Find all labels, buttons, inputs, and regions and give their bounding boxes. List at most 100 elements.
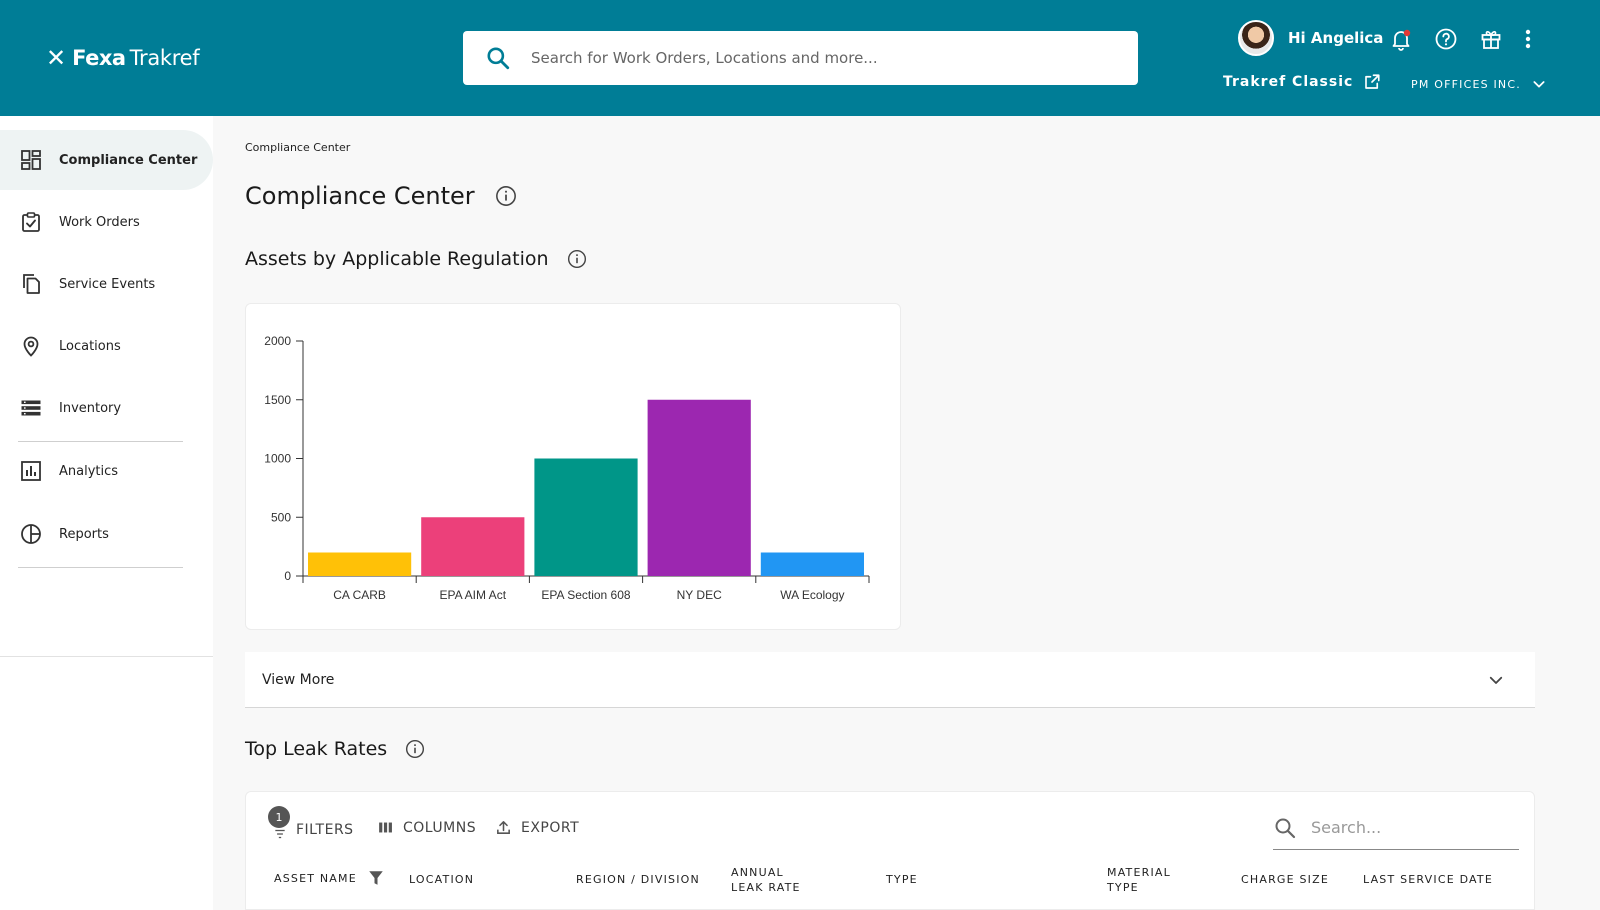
section-title-row: Top Leak Rates [245,738,425,760]
bar-epa-aim-act [421,517,525,576]
column-header-annual-leak-rate[interactable]: ANNUAL LEAK RATE [731,865,801,895]
column-header-asset-name[interactable]: ASSET NAME [274,868,385,888]
column-header-charge-size[interactable]: CHARGE SIZE [1241,873,1330,886]
pie-icon [21,524,41,544]
logo-text-bold: Fexa [72,46,126,70]
bar-ny-dec [647,399,751,576]
user-greeting: Hi Angelica [1288,29,1384,47]
sidebar-footer [0,656,213,910]
sidebar-item-locations[interactable]: Locations [0,316,213,376]
sidebar-item-work-orders[interactable]: Work Orders [0,192,213,252]
export-button[interactable]: EXPORT [495,819,579,836]
x-tick-label: CA CARB [333,588,386,602]
sidebar-item-label: Reports [59,526,109,542]
x-tick-label: EPA AIM Act [440,588,507,602]
column-header-label: TYPE [1107,881,1139,894]
column-header-label: ANNUAL [731,866,784,879]
filters-label: FILTERS [296,822,354,838]
list-icon [21,400,41,416]
info-icon[interactable] [405,739,425,759]
column-header-location[interactable]: LOCATION [409,873,475,886]
column-header-material-type[interactable]: MATERIAL TYPE [1107,865,1171,895]
user-menu[interactable]: Hi Angelica [1238,20,1383,56]
view-more-expander[interactable]: View More [245,652,1535,708]
chevron-down-icon [1489,676,1503,684]
global-search-input[interactable] [531,49,1091,67]
export-label: EXPORT [521,819,580,836]
x-tick-label: WA Ecology [780,588,844,602]
search-icon [1275,818,1296,838]
filter-lines-icon [275,829,285,839]
bar-chart-icon [21,461,41,481]
global-search[interactable] [463,31,1138,85]
x-tick-label: NY DEC [677,588,722,602]
org-selector[interactable]: PM OFFICES INC. [1411,76,1547,92]
y-tick-label: 1500 [264,393,291,407]
columns-button[interactable]: COLUMNS [377,819,476,836]
view-more-label: View More [262,671,335,688]
column-header-label: LEAK RATE [731,881,801,894]
logo-text-light: Trakref [129,46,200,70]
column-header-label: MATERIAL [1107,866,1171,879]
column-header-type[interactable]: TYPE [886,873,918,886]
x-tick-label: EPA Section 608 [541,588,631,602]
upload-icon [497,821,510,834]
location-pin-icon [23,336,39,357]
trakref-classic-label: Trakref Classic [1223,74,1354,90]
dashboard-icon [21,150,41,170]
chevron-down-icon [1533,81,1545,88]
column-header-last-service-date[interactable]: LAST SERVICE DATE [1363,873,1493,886]
filter-count-badge: 1 [268,806,290,828]
breadcrumb[interactable]: Compliance Center [245,141,351,154]
leak-rates-table: 1 FILTERS COLUMNS EXPORT ASSET NAME [245,791,1535,910]
column-header-region-division[interactable]: REGION / DIVISION [576,873,700,886]
section-title: Assets by Applicable Regulation [245,248,549,270]
bar-wa-ecology [760,552,864,576]
column-header-label: ASSET NAME [274,871,357,885]
avatar[interactable] [1238,20,1274,56]
external-link-icon [1365,74,1380,89]
table-search-input[interactable] [1311,818,1501,837]
columns-label: COLUMNS [403,819,477,836]
sidebar: Compliance Center Work Orders Service Ev… [0,116,213,910]
table-search[interactable] [1273,806,1519,850]
sidebar-item-label: Work Orders [59,214,140,230]
help-icon[interactable] [1434,27,1458,51]
regulation-bar-chart: 0 500 1000 1500 2000 CA CARB EPA AIM Act EPA Se… [245,303,901,630]
sidebar-item-label: Analytics [59,463,119,479]
filters-button[interactable]: FILTERS [273,819,354,841]
app-logo[interactable]: ✕ Fexa Trakref [46,44,200,72]
org-name: PM OFFICES INC. [1411,77,1521,91]
sidebar-item-inventory[interactable]: Inventory [0,378,213,438]
sidebar-item-analytics[interactable]: Analytics [0,441,213,501]
sidebar-item-reports[interactable]: Reports [0,504,213,564]
sidebar-divider [18,441,183,442]
sidebar-item-service-events[interactable]: Service Events [0,254,213,314]
filter-funnel-icon[interactable] [367,868,385,888]
bar-chart: 0 500 1000 1500 2000 CA CARB EPA AIM Act EPA Se… [264,334,870,602]
logo-mark: ✕ [46,44,67,72]
copy-icon [23,274,40,294]
section-title-row: Assets by Applicable Regulation [245,248,587,270]
y-tick-label: 500 [271,510,291,524]
info-icon[interactable] [567,249,587,269]
sidebar-item-compliance-center[interactable]: Compliance Center [0,130,213,190]
sidebar-item-label: Inventory [59,400,122,416]
sidebar-item-label: Compliance Center [59,152,198,168]
sidebar-divider [18,567,183,568]
trakref-classic-link[interactable]: Trakref Classic [1223,73,1381,91]
bell-icon[interactable] [1389,27,1413,51]
section-title: Top Leak Rates [245,738,388,760]
clipboard-check-icon [22,212,40,232]
search-icon [487,47,510,70]
y-tick-label: 2000 [264,334,291,348]
top-header: ✕ Fexa Trakref Hi Angelica Trakref Class… [0,0,1600,116]
sidebar-item-label: Service Events [59,276,156,292]
y-tick-label: 1000 [264,452,291,466]
info-icon[interactable] [495,185,517,207]
bar-ca-carb [308,552,412,576]
gift-icon[interactable] [1479,27,1503,51]
more-vert-icon[interactable] [1516,27,1540,51]
bar-epa-section-608 [534,458,638,576]
page-title: Compliance Center [245,182,475,210]
